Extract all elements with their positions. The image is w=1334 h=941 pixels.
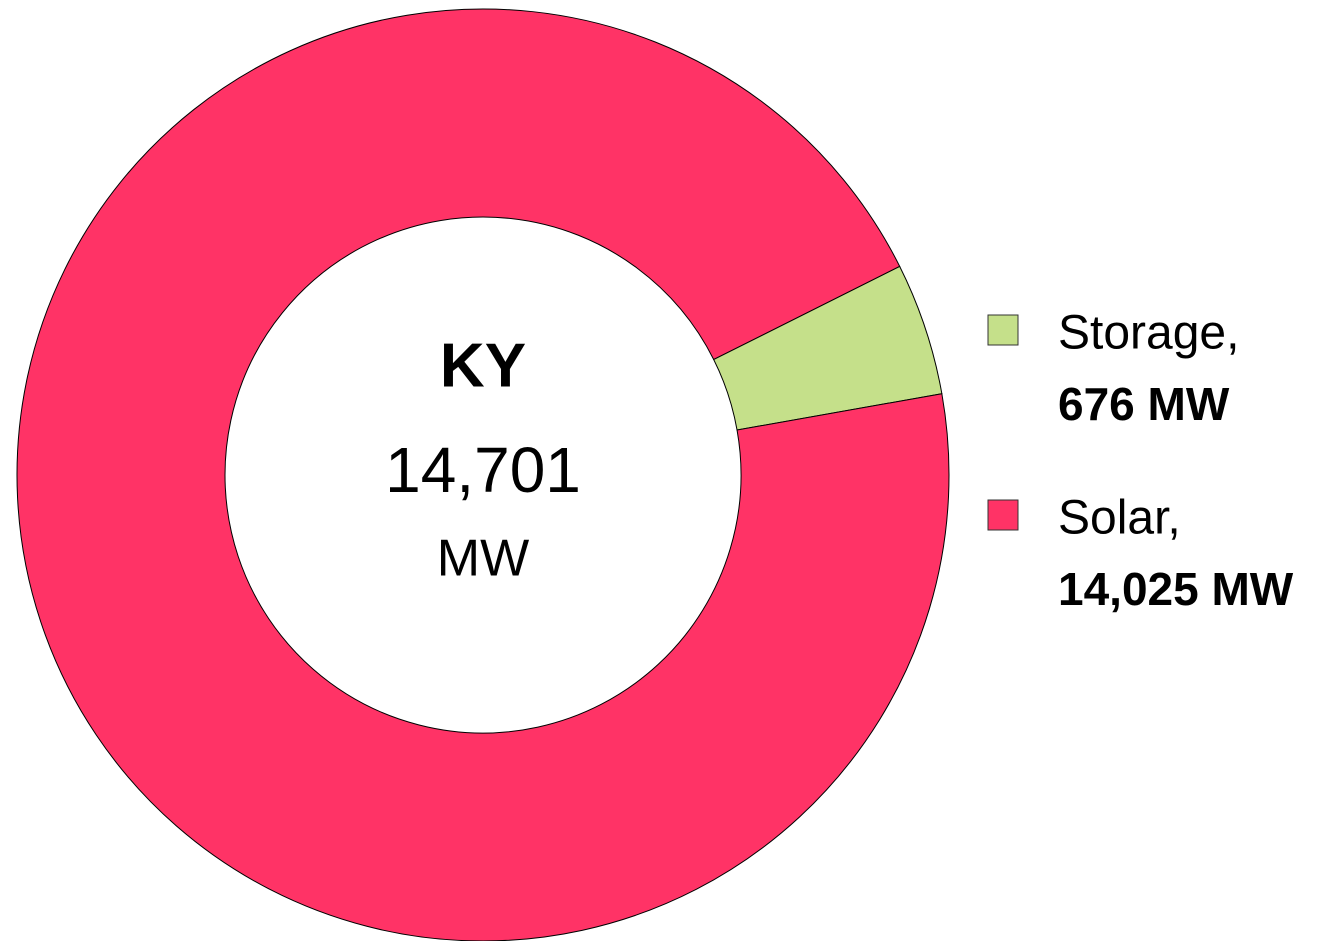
legend-value: 676 MW <box>1058 378 1230 430</box>
legend-label: Storage, <box>1058 307 1239 360</box>
center-title: KY <box>440 331 526 400</box>
donut: Storage, 676 MW Solar, 14,025 MW <box>16 8 1294 941</box>
legend-swatch <box>987 314 1019 346</box>
center-total: 14,701 <box>385 434 581 506</box>
legend-swatch <box>987 499 1019 531</box>
legend-label: Solar, <box>1058 492 1181 545</box>
legend-value: 14,025 MW <box>1058 563 1294 615</box>
center-unit: MW <box>437 530 529 588</box>
